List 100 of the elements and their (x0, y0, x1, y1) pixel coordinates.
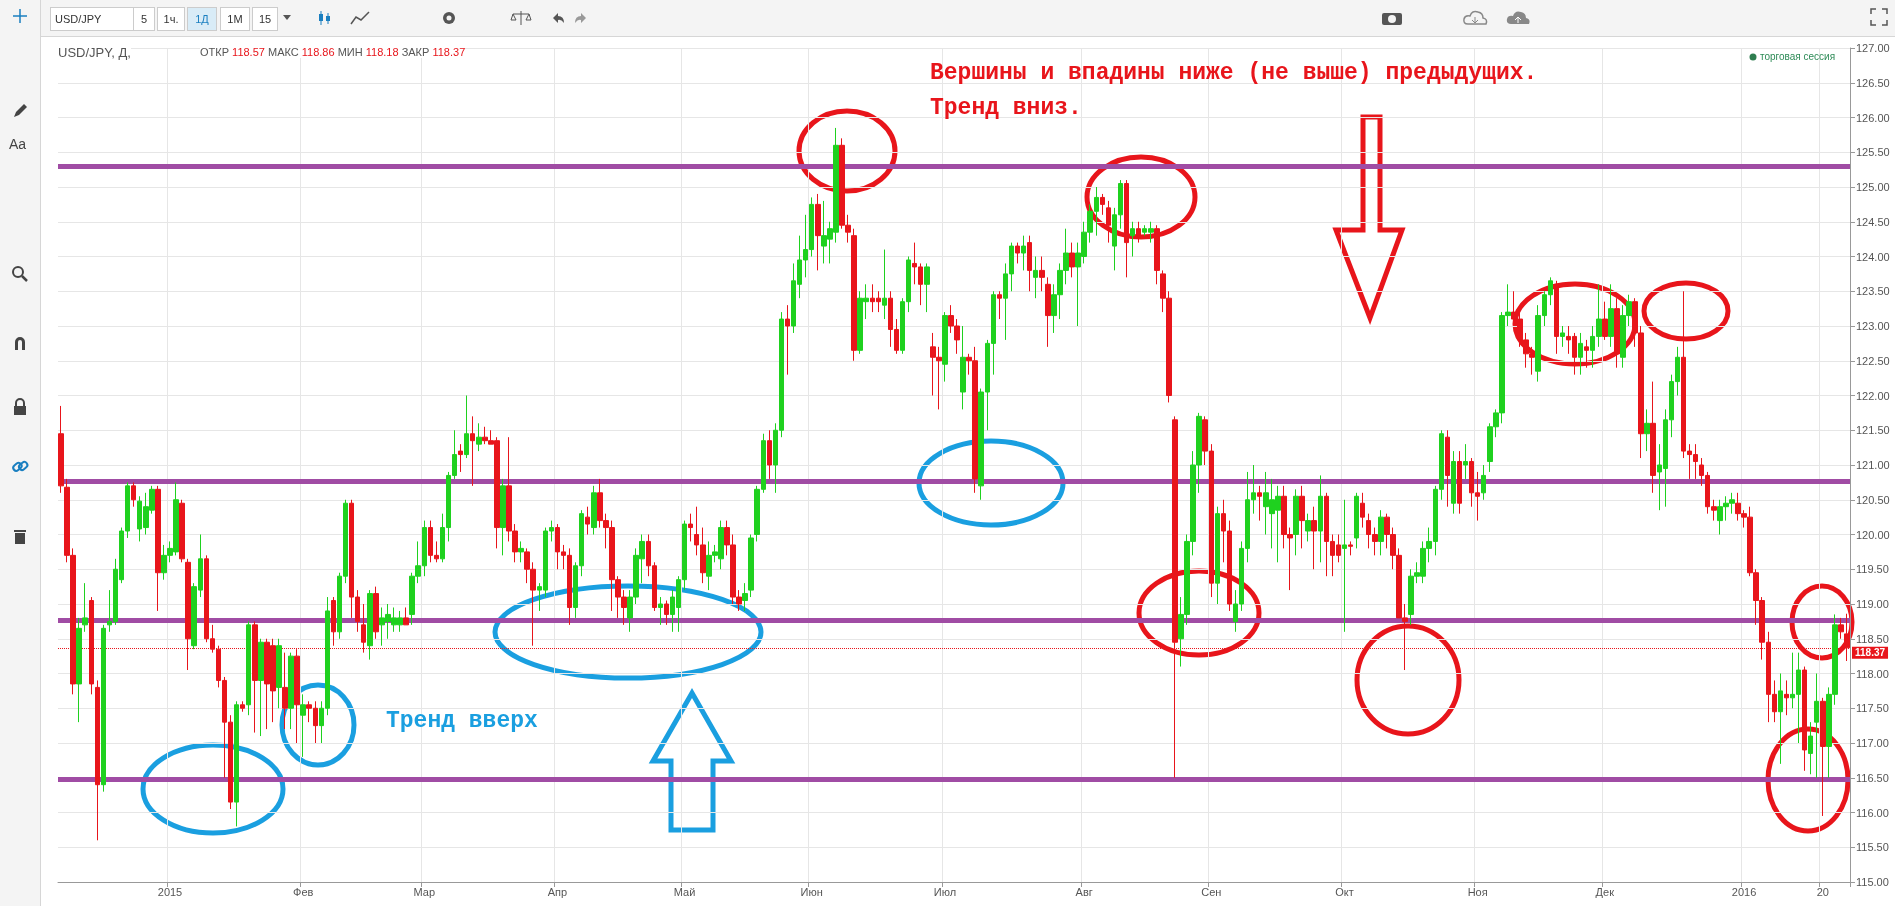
candlestick (367, 589, 373, 661)
candlestick (924, 262, 930, 313)
x-tick-label: Дек (1595, 885, 1615, 898)
candlestick (464, 395, 469, 459)
y-tick-label: 115.50 (1856, 841, 1889, 854)
candlestick (767, 429, 772, 480)
candlestick (179, 499, 185, 563)
candlestick (1614, 297, 1620, 369)
candlestick (1820, 697, 1826, 817)
candlestick (1130, 221, 1135, 257)
candlestick (1293, 488, 1299, 556)
annotation: Тренд вниз. (930, 95, 1082, 121)
candlestick (1445, 429, 1450, 508)
y-tick-label: 117.00 (1856, 737, 1889, 749)
x-tick-label: Мар (413, 885, 436, 898)
candlestick (1451, 450, 1456, 515)
candlestick (1069, 242, 1075, 278)
candlestick (240, 700, 245, 713)
text: 1ч. (157, 7, 185, 31)
candlestick (82, 582, 88, 633)
candlestick (470, 415, 475, 487)
candlestick (518, 540, 524, 563)
y-tick-label: 121.50 (1856, 424, 1890, 437)
x-tick-label: Июн (800, 885, 823, 898)
candlestick (373, 586, 379, 640)
candlestick (1463, 443, 1468, 480)
candlestick (131, 481, 136, 508)
candlestick (58, 405, 64, 494)
candlestick (851, 228, 857, 362)
y-tick-label: 115.00 (1856, 876, 1889, 888)
candlestick (1650, 381, 1656, 494)
y-tick-label: 117.50 (1856, 702, 1889, 715)
candlestick (1584, 339, 1589, 369)
candlestick (1021, 235, 1026, 271)
y-tick-label: 127.00 (1856, 42, 1890, 54)
y-tick-label: 120.00 (1856, 528, 1890, 541)
ref-line-label: 118.37 (1855, 647, 1886, 659)
y-tick-label: 125.50 (1856, 146, 1890, 159)
candlestick (1033, 256, 1038, 299)
y-tick-label: 118.00 (1856, 667, 1889, 680)
candlestick (403, 606, 409, 626)
candlestick (1457, 450, 1462, 515)
candlestick (300, 693, 306, 758)
candlestick (276, 638, 282, 709)
y-tick-label: 126.50 (1856, 76, 1890, 89)
x-tick-label: Май (673, 885, 696, 898)
annotation: торговая сессия (1760, 51, 1836, 62)
candlestick (1039, 256, 1045, 292)
y-tick-label: 123.00 (1856, 320, 1890, 332)
candlestick (1578, 332, 1583, 376)
x-tick-label: Окт (1335, 885, 1354, 898)
candlestick (942, 311, 948, 383)
candlestick (252, 620, 258, 734)
text: USD/JPY (50, 7, 134, 31)
y-tick-label: 122.00 (1856, 389, 1890, 402)
candlestick (1778, 673, 1783, 765)
annotation: Вершины и впадины ниже (не выше) предыдущих. (930, 60, 1538, 86)
candlestick (1015, 242, 1020, 264)
candlestick (101, 624, 106, 793)
candlestick (500, 478, 506, 556)
text: 1М (220, 7, 250, 31)
candlestick (658, 596, 663, 626)
candlestick (1602, 301, 1608, 341)
candlestick (1106, 200, 1111, 244)
candlestick (1257, 485, 1262, 522)
y-tick-label: 122.50 (1856, 354, 1890, 367)
candlestick (1348, 540, 1353, 556)
y-tick-label: 125.00 (1856, 181, 1890, 193)
candlestick (288, 652, 294, 730)
y-tick-label: 118.50 (1856, 632, 1889, 645)
x-tick-label: Фев (293, 885, 314, 898)
candlestick (1299, 485, 1305, 549)
candlestick (1808, 721, 1813, 775)
candlestick (1608, 283, 1614, 348)
candlestick (234, 700, 239, 827)
x-tick-label: 2015 (157, 885, 183, 898)
candlestick (246, 620, 251, 716)
candlestick (76, 617, 82, 723)
text: Aa (9, 136, 27, 152)
chart-subtitle: ОТКР 118.57 МАКС 118.86 МИН 118.18 ЗАКР 118.37 (200, 46, 466, 58)
candlestick (458, 443, 463, 473)
x-tick-label: Ноя (1467, 885, 1488, 898)
y-tick-label: 124.00 (1856, 250, 1890, 263)
candlestick (1154, 224, 1160, 285)
candlestick (1644, 408, 1650, 452)
y-tick-label: 124.50 (1856, 215, 1890, 228)
candlestick (1354, 492, 1359, 549)
candlestick (258, 638, 264, 737)
y-tick-label: 126.00 (1856, 111, 1890, 124)
candlestick (1027, 235, 1032, 292)
chart-title: USD/JPY, Д, (58, 45, 131, 60)
candlestick (1378, 509, 1384, 556)
candlestick (1802, 666, 1807, 772)
candlestick (882, 249, 887, 320)
candlestick (1100, 193, 1105, 216)
y-tick-label: 116.00 (1856, 806, 1889, 819)
y-tick-label: 116.50 (1856, 771, 1889, 784)
candlestick (1784, 679, 1789, 716)
y-tick-label: 121.00 (1856, 459, 1890, 471)
y-tick-label: 119.50 (1856, 563, 1889, 576)
